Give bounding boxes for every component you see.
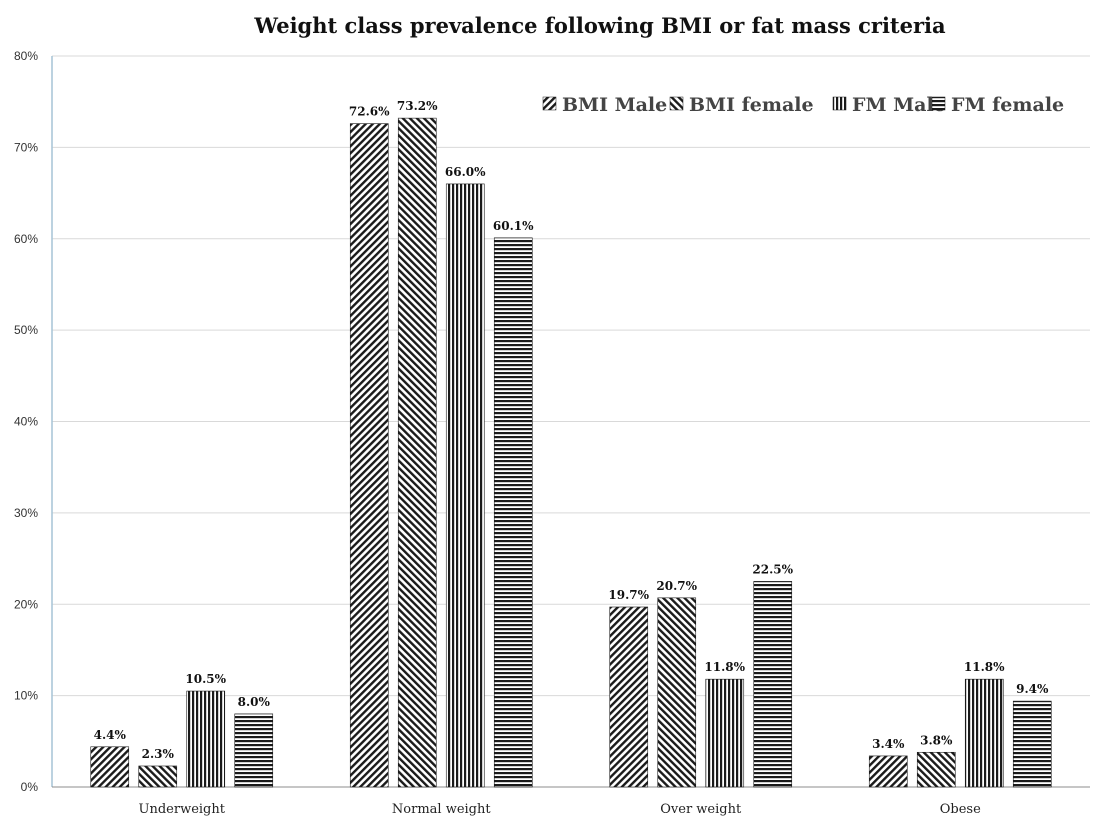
legend-item-bmi-female: BMI female <box>669 94 814 116</box>
data-label: 22.5% <box>752 562 793 576</box>
bar-fm-male-over-weight <box>705 678 745 788</box>
data-label: 73.2% <box>397 99 438 113</box>
bar-fm-male-normal-weight <box>445 183 485 788</box>
bar-bmi-female-over-weight <box>657 597 697 788</box>
gridlines <box>52 55 1090 697</box>
y-tick-label: 80% <box>14 49 38 63</box>
data-label: 9.4% <box>1016 682 1049 696</box>
data-label: 66.0% <box>445 165 486 179</box>
legend-swatch <box>669 96 684 111</box>
y-tick-label: 20% <box>14 597 38 611</box>
x-tick-label: Obese <box>940 802 981 816</box>
data-label: 19.7% <box>608 588 649 602</box>
bar-bmi-male-normal-weight <box>349 123 389 788</box>
y-tick-label: 70% <box>14 140 38 154</box>
bar-bmi-female-obese <box>916 751 956 788</box>
bars <box>90 117 1052 788</box>
y-tick-label: 60% <box>14 232 38 246</box>
legend-item-fm-male: FM Male <box>832 94 946 116</box>
x-tick-label: Normal weight <box>392 802 491 816</box>
legend-label: BMI female <box>689 94 814 116</box>
data-label: 10.5% <box>185 672 226 686</box>
bar-bmi-male-obese <box>868 755 908 788</box>
data-label: 60.1% <box>493 219 534 233</box>
bar-fm-female-normal-weight <box>493 237 533 788</box>
data-label: 3.8% <box>920 733 953 747</box>
bar-bmi-female-underweight <box>138 765 178 788</box>
y-axis-ticks: 0% 10% 20% 30% 40% 50% 60% 70% 80% <box>14 49 38 794</box>
bar-bmi-male-over-weight <box>609 606 649 788</box>
data-label: 72.6% <box>349 105 390 119</box>
chart-title: Weight class prevalence following BMI or… <box>253 13 946 38</box>
data-label: 3.4% <box>872 737 905 751</box>
legend-item-fm-female: FM female <box>931 94 1064 116</box>
x-tick-label: Over weight <box>660 802 742 816</box>
data-label: 20.7% <box>656 579 697 593</box>
legend-label: FM Male <box>852 94 946 116</box>
x-axis-ticks: Underweight Normal weight Over weight Obese <box>139 802 982 816</box>
legend-swatch <box>542 96 557 111</box>
data-label: 8.0% <box>238 695 271 709</box>
y-tick-label: 10% <box>14 689 38 703</box>
legend-label: BMI Male <box>562 94 667 116</box>
y-tick-label: 50% <box>14 323 38 337</box>
bar-bmi-male-underweight <box>90 746 130 788</box>
legend: BMI Male BMI female FM Male FM female <box>542 94 1064 116</box>
data-label: 2.3% <box>142 747 175 761</box>
bar-fm-female-obese <box>1012 700 1052 788</box>
bar-fm-female-over-weight <box>753 581 793 788</box>
legend-swatch <box>931 96 946 111</box>
y-tick-label: 0% <box>21 780 39 794</box>
legend-label: FM female <box>951 94 1064 116</box>
bar-fm-male-obese <box>964 678 1004 788</box>
data-label: 11.8% <box>704 660 745 674</box>
data-labels: 4.4% 2.3% 10.5% 8.0% 72.6% 73.2% 66.0% 60.1% 19.… <box>94 99 1049 761</box>
y-tick-label: 30% <box>14 506 38 520</box>
bar-fm-female-underweight <box>234 713 274 788</box>
data-label: 11.8% <box>964 660 1005 674</box>
data-label: 4.4% <box>94 728 127 742</box>
bar-bmi-female-normal-weight <box>397 117 437 788</box>
legend-item-bmi-male: BMI Male <box>542 94 667 116</box>
legend-swatch <box>832 96 847 111</box>
bar-fm-male-underweight <box>186 690 226 788</box>
y-tick-label: 40% <box>14 415 38 429</box>
x-tick-label: Underweight <box>139 802 226 816</box>
